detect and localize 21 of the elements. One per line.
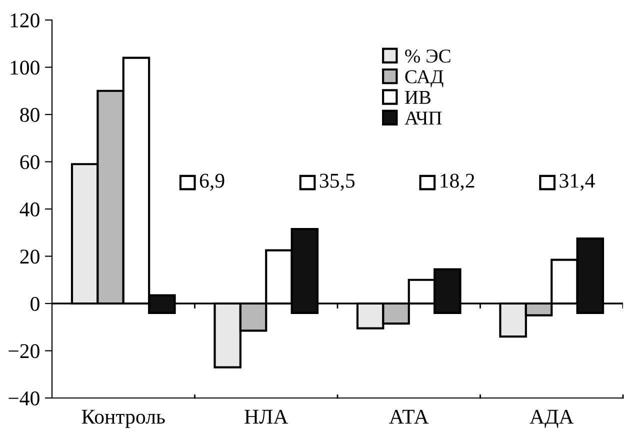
y-tick-label: 40 bbox=[20, 202, 40, 216]
annotation: 18,2 bbox=[440, 174, 474, 191]
x-tick-label: НЛА bbox=[244, 410, 288, 424]
y-tick-label: 120 bbox=[10, 13, 40, 28]
annotation: 31,4 bbox=[560, 174, 595, 191]
y-tick-label: −20 bbox=[8, 344, 40, 358]
x-tick-label: Контроль bbox=[82, 410, 165, 428]
x-tick-label: АДА bbox=[530, 410, 574, 428]
legend-label: ИВ bbox=[405, 91, 431, 104]
y-tick-label: 100 bbox=[10, 60, 40, 75]
legend-label: % ЭС bbox=[405, 50, 450, 63]
annotation: 35,5 bbox=[320, 174, 355, 191]
y-tick-label: 60 bbox=[20, 155, 40, 170]
y-tick-label: 20 bbox=[20, 250, 40, 264]
annotation: 6,9 bbox=[200, 174, 224, 191]
x-tick-label: АТА bbox=[389, 410, 429, 424]
y-tick-label: 80 bbox=[20, 108, 40, 122]
legend-label: САД bbox=[405, 70, 444, 88]
y-tick-label: −40 bbox=[8, 391, 40, 406]
y-tick-label: 0 bbox=[30, 296, 40, 311]
legend-label: АЧП bbox=[404, 112, 442, 124]
